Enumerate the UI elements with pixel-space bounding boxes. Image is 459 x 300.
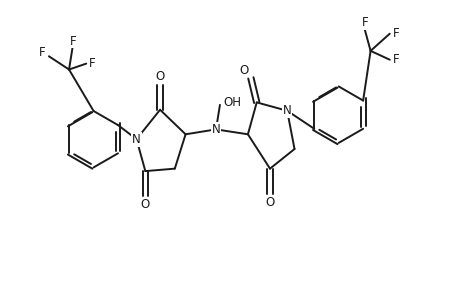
- Text: F: F: [89, 57, 95, 70]
- Text: O: O: [140, 198, 150, 211]
- Text: O: O: [239, 64, 248, 76]
- Text: F: F: [69, 34, 76, 48]
- Text: O: O: [155, 70, 164, 83]
- Text: N: N: [132, 133, 140, 146]
- Text: F: F: [361, 16, 367, 29]
- Text: N: N: [282, 104, 291, 117]
- Text: F: F: [392, 27, 398, 40]
- Text: F: F: [392, 53, 398, 66]
- Text: F: F: [39, 46, 45, 59]
- Text: N: N: [211, 123, 220, 136]
- Text: O: O: [265, 196, 274, 209]
- Text: OH: OH: [223, 96, 241, 109]
